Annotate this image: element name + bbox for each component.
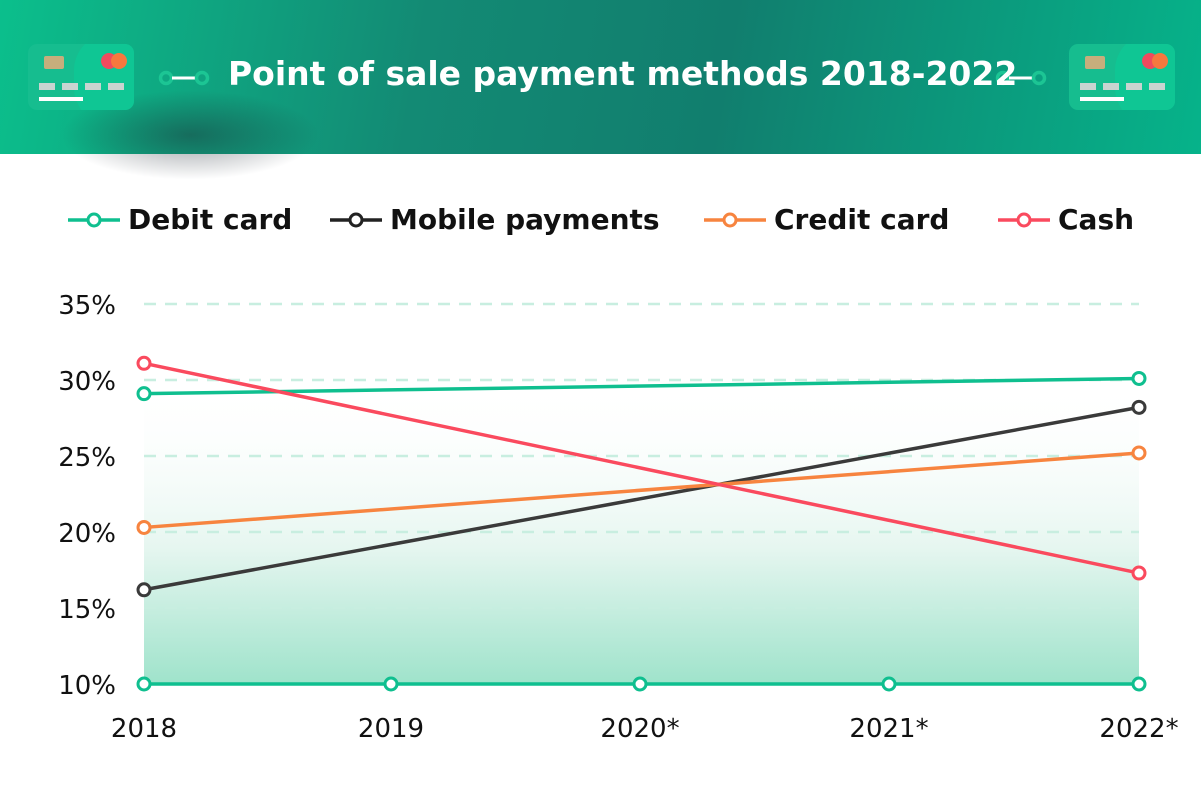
data-point-debit-card <box>1131 370 1147 386</box>
y-tick-label: 20% <box>58 519 116 549</box>
credit-card-icon <box>1069 44 1175 110</box>
x-axis-marker <box>632 676 648 692</box>
y-tick-label: 35% <box>58 291 116 321</box>
page-title: Point of sale payment methods 2018-2022 <box>228 54 1018 93</box>
x-tick-label: 2019 <box>358 714 424 744</box>
x-axis-marker <box>881 676 897 692</box>
legend-label: Cash <box>1058 203 1135 236</box>
legend-marker-icon <box>330 212 382 227</box>
credit-card-icon <box>28 44 134 110</box>
data-point-cash <box>136 355 152 371</box>
connector-icon <box>158 70 210 86</box>
legend-debit-card: Debit card <box>68 203 292 236</box>
legend-marker-icon <box>704 212 766 227</box>
x-axis-marker <box>383 676 399 692</box>
data-point-mobile-payments <box>1131 399 1147 415</box>
connector-icon <box>995 70 1047 86</box>
legend-marker-icon <box>68 212 120 227</box>
y-tick-label: 30% <box>58 367 116 397</box>
series-line-mobile-payments <box>143 405 1140 592</box>
header-banner <box>0 0 1201 180</box>
series-line-cash <box>143 361 1140 575</box>
legend-marker-icon <box>998 212 1050 227</box>
legend-credit-card: Credit card <box>704 203 949 236</box>
series-line-credit-card <box>143 451 1140 530</box>
y-tick-label: 25% <box>58 443 116 473</box>
x-tick-label: 2018 <box>111 714 177 744</box>
x-axis-marker <box>136 676 152 692</box>
y-tick-label: 10% <box>58 671 116 701</box>
data-point-debit-card <box>136 386 152 402</box>
data-point-credit-card <box>136 519 152 535</box>
x-tick-label: 2021* <box>849 714 928 744</box>
y-tick-label: 15% <box>58 595 116 625</box>
x-axis-marker <box>1131 676 1147 692</box>
legend-label: Credit card <box>774 203 950 236</box>
x-tick-label: 2020* <box>600 714 679 744</box>
x-tick-label: 2022* <box>1099 714 1178 744</box>
series-line-debit-card <box>143 376 1140 396</box>
data-point-cash <box>1131 565 1147 581</box>
legend-label: Mobile payments <box>390 203 660 236</box>
legend-label: Debit card <box>128 203 293 236</box>
data-point-credit-card <box>1131 445 1147 461</box>
legend-cash: Cash <box>998 203 1134 236</box>
legend-mobile-payments: Mobile payments <box>330 203 660 236</box>
data-point-mobile-payments <box>136 582 152 598</box>
